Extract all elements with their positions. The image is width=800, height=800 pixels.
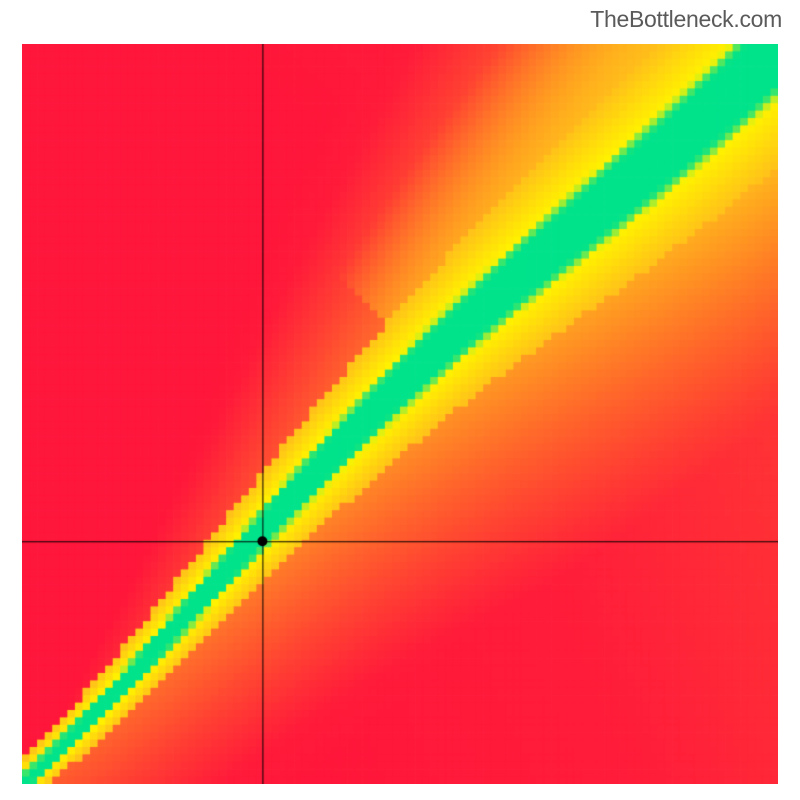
root-container: { "watermark": "TheBottleneck.com", "can… xyxy=(0,0,800,800)
watermark-text: TheBottleneck.com xyxy=(590,6,782,33)
heatmap-canvas xyxy=(22,44,778,784)
